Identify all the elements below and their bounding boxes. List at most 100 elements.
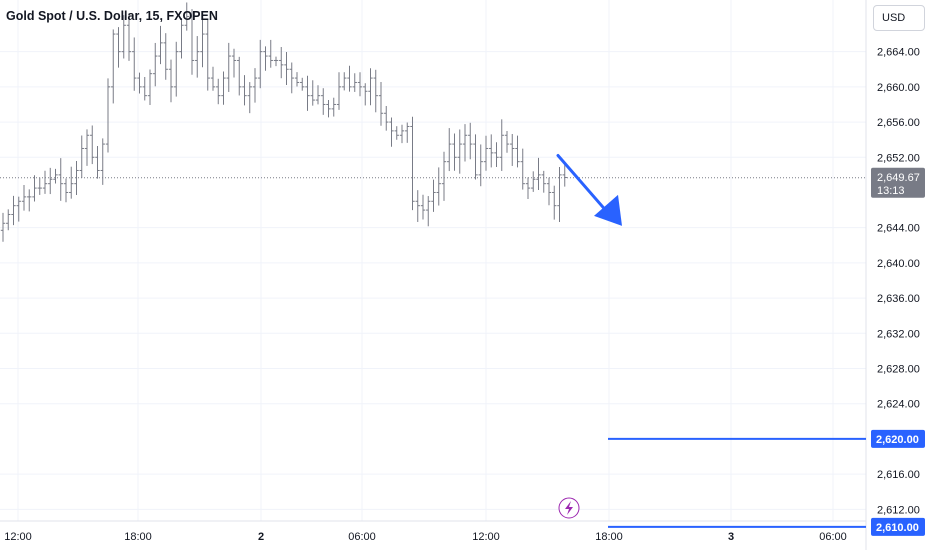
ohlc-bar [447,128,452,172]
y-tick-label: 2,632.00 [877,328,920,340]
ohlc-bar [258,39,263,89]
ohlc-bar [16,196,21,222]
ohlc-bar [84,129,90,166]
interval: 15 [145,9,160,23]
ohlc-bar [105,78,111,153]
ohlc-bar [515,135,520,168]
ohlc-bar [536,157,541,191]
arrow-head [594,194,622,226]
y-tick-label: 2,660.00 [877,82,920,94]
ohlc-bar [363,83,368,106]
y-tick-label: 2,636.00 [877,293,920,305]
price-level-label: 2,620.00 [876,434,919,446]
y-tick-label: 2,612.00 [877,504,920,516]
y-tick-label: 2,628.00 [877,364,920,376]
ohlc-bar [205,20,210,91]
ohlc-bar [242,75,247,106]
ohlc-bar [525,177,531,200]
lightning-icon [565,501,573,515]
ohlc-bar [331,97,336,117]
y-tick-label: 2,640.00 [877,258,920,270]
x-tick-label: 12:00 [472,531,500,543]
ohlc-bar [510,133,515,166]
ohlc-bar [53,168,58,184]
ohlc-bar [237,56,242,96]
x-tick-label: 06:00 [348,531,376,543]
ohlc-bar [384,105,389,131]
ohlc-bar [279,46,284,79]
title-sep-1: , [138,9,146,23]
ohlc-bar [137,72,142,94]
ohlc-bar [132,37,137,91]
ohlc-bar [32,175,37,202]
down-arrow-annotation[interactable] [556,154,622,226]
ohlc-bar [221,71,226,105]
ohlc-bar [174,41,179,97]
ohlc-bar [69,166,74,199]
ohlc-bar [326,100,331,118]
y-tick-label: 2,656.00 [877,117,920,129]
ohlc-bar [121,15,126,59]
title-sep-2: , [159,9,167,23]
ohlc-bar [426,196,431,227]
ohlc-bar [315,85,321,105]
symbol-name: Gold Spot / U.S. Dollar [6,9,139,23]
ohlc-bar [336,72,342,110]
currency-button[interactable]: USD [873,5,925,31]
ohlc-bar [142,77,147,101]
ohlc-bar [489,134,494,168]
ohlc-bar [189,9,195,75]
ohlc-bar [305,75,310,111]
price-level-label: 2,610.00 [876,522,919,534]
ohlc-bar [557,167,562,222]
ohlc-bar [300,77,305,91]
price-level-badge [871,429,925,448]
ohlc-bar [420,194,426,220]
y-tick-label: 2,644.00 [877,223,920,235]
arrow-shaft [556,154,610,215]
ohlc-bar [546,177,552,206]
ohlc-bar [195,36,200,78]
ohlc-bar [216,78,221,105]
y-tick-label: 2,624.00 [877,399,920,411]
ohlc-bar [462,124,468,162]
ohlc-bar [541,170,546,193]
ohlc-bar [226,42,231,92]
ohlc-bar [79,135,84,178]
ohlc-bar [499,119,504,171]
ohlc-bar [42,170,48,194]
ohlc-bar [153,42,158,87]
ohlc-bar [158,25,163,65]
grid [0,0,866,521]
ohlc-bar [231,48,237,78]
ohlc-bar [436,167,441,206]
ohlc-bar [342,72,347,91]
ohlc-bar [6,209,11,231]
ohlc-bar [321,88,326,115]
x-tick-label: 3 [728,531,734,543]
x-tick-label: 18:00 [595,531,623,543]
ohlc-bar [473,134,478,180]
ohlc-bar [21,185,27,211]
ohlc-bar [179,18,184,59]
x-tick-label: 18:00 [124,531,152,543]
ohlc-bar [247,82,252,114]
ohlc-bar [452,133,457,171]
x-tick-label: 2 [258,531,264,543]
ohlc-bar [111,29,116,104]
ohlc-bar [504,131,510,153]
y-tick-label: 2,664.00 [877,47,920,59]
ohlc-bar [394,126,399,140]
ohlc-bar [37,177,42,195]
ohlc-bar [147,69,153,105]
ohlc-bar [95,146,100,179]
ohlc-bar [252,68,258,103]
flash-button[interactable] [558,497,580,519]
ohlc-bar [415,190,420,222]
ohlc-bar [74,161,79,195]
x-tick-label: 12:00 [4,531,32,543]
ohlc-bar [457,129,462,174]
